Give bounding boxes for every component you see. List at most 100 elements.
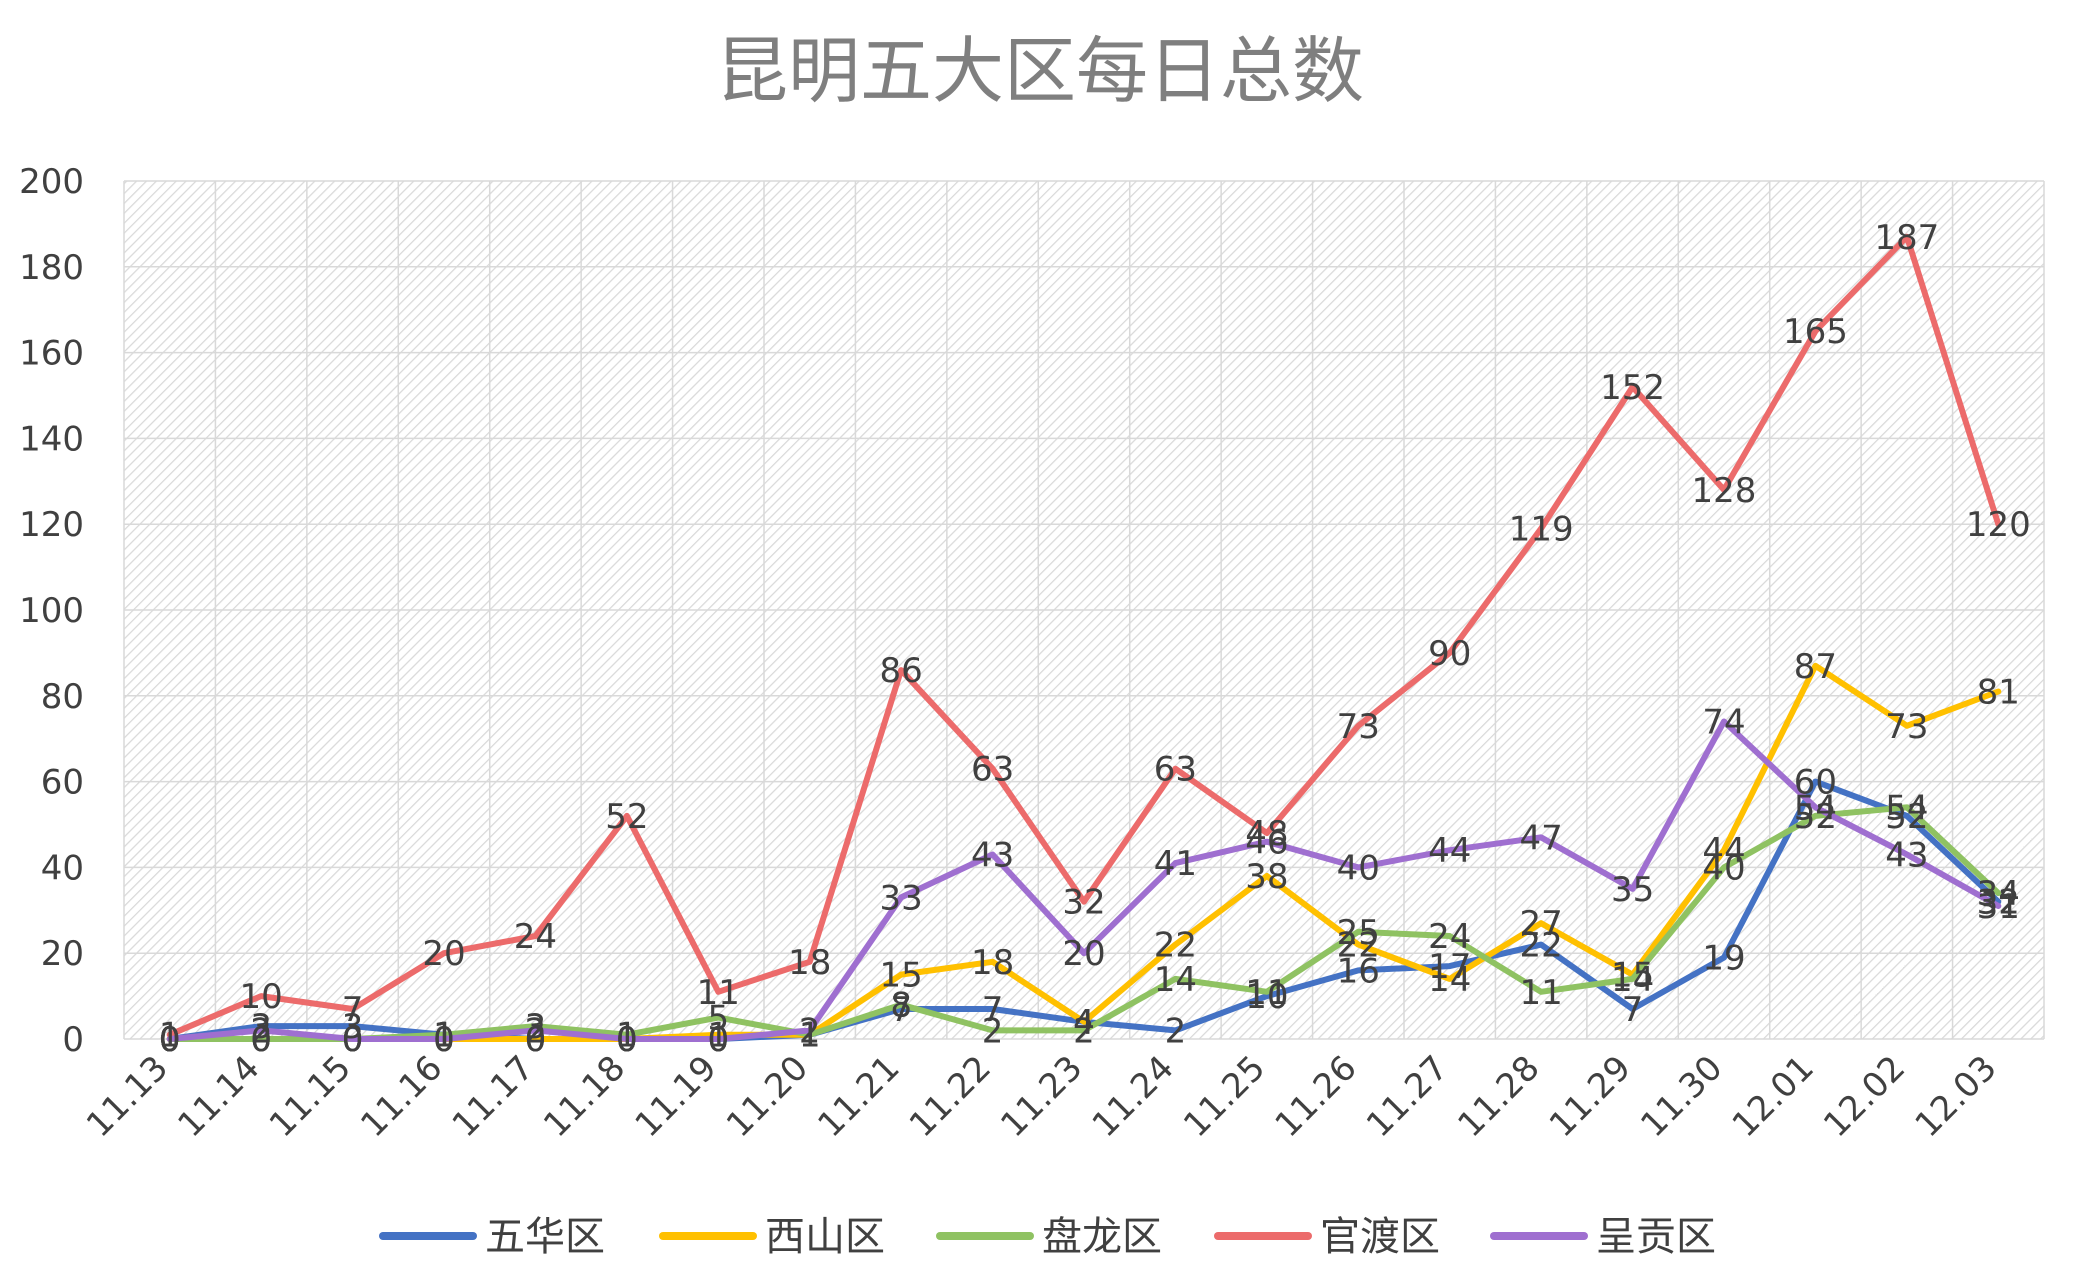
data-label: 22 <box>1337 926 1380 966</box>
data-label: 73 <box>1885 707 1928 747</box>
y-tick-label: 160 <box>19 334 84 374</box>
data-label: 0 <box>525 1020 547 1060</box>
data-label: 0 <box>525 1020 547 1060</box>
series-line <box>166 233 2002 1038</box>
x-tick-label: 11.18 <box>536 1048 633 1145</box>
data-label: 120 <box>1966 505 2031 545</box>
x-tick-label: 12.03 <box>1908 1048 2005 1145</box>
data-label: 14 <box>1154 960 1197 1000</box>
x-tick-label: 11.14 <box>170 1048 267 1145</box>
data-label: 22 <box>1520 926 1563 966</box>
data-label: 2 <box>1073 1011 1095 1051</box>
data-label: 187 <box>1874 218 1939 258</box>
data-label: 73 <box>1337 707 1380 747</box>
data-label: 2 <box>982 1011 1004 1051</box>
data-label: 40 <box>1702 848 1745 888</box>
chart-title: 昆明五大区每日总数 <box>716 29 1364 113</box>
data-label: 63 <box>1154 750 1197 790</box>
data-label: 52 <box>1885 797 1928 837</box>
data-label: 86 <box>880 651 923 691</box>
legend-label: 五华区 <box>485 1214 605 1260</box>
y-tick-label: 180 <box>19 248 84 288</box>
data-label: 33 <box>880 878 923 918</box>
data-label: 22 <box>1154 926 1197 966</box>
x-tick-label: 11.26 <box>1268 1048 1365 1145</box>
data-label: 44 <box>1702 831 1745 871</box>
data-label: 17 <box>1428 947 1471 987</box>
data-label: 48 <box>1245 814 1288 854</box>
data-label: 54 <box>1885 788 1928 828</box>
data-label: 27 <box>1520 904 1563 944</box>
x-tick-label: 12.02 <box>1816 1048 1913 1145</box>
data-label: 8 <box>890 986 912 1026</box>
data-label: 2 <box>525 1011 547 1051</box>
x-tick-label: 11.13 <box>79 1048 176 1145</box>
data-label: 81 <box>1977 673 2020 713</box>
data-label: 10 <box>240 977 283 1017</box>
data-label: 31 <box>1977 887 2020 927</box>
x-tick-label: 11.25 <box>1176 1048 1273 1145</box>
data-label: 74 <box>1702 703 1745 743</box>
data-label: 25 <box>1337 913 1380 953</box>
data-label: 0 <box>616 1020 638 1060</box>
data-label: 128 <box>1692 471 1757 511</box>
x-tick-label: 11.16 <box>353 1048 450 1145</box>
data-label: 44 <box>1428 831 1471 871</box>
y-tick-label: 0 <box>62 1020 84 1060</box>
data-label: 46 <box>1245 823 1288 863</box>
data-label: 1 <box>433 1016 455 1056</box>
data-label: 54 <box>1794 788 1837 828</box>
data-label: 0 <box>159 1020 181 1060</box>
data-label: 24 <box>514 917 557 957</box>
legend: 五华区 西山区 盘龙区 官渡区 呈贡区 <box>379 1214 1716 1260</box>
x-tick-label: 11.23 <box>993 1048 1090 1145</box>
x-tick-label: 11.21 <box>810 1048 907 1145</box>
data-label: 2 <box>799 1011 821 1051</box>
x-tick-label: 11.19 <box>628 1048 725 1145</box>
data-label: 20 <box>422 934 465 974</box>
data-label: 0 <box>250 1020 272 1060</box>
data-label: 43 <box>971 836 1014 876</box>
data-label: 47 <box>1520 818 1563 858</box>
data-label: 52 <box>1794 797 1837 837</box>
x-tick-label: 11.30 <box>1633 1048 1730 1145</box>
legend-label: 官渡区 <box>1320 1214 1440 1260</box>
y-tick-label: 20 <box>41 934 84 974</box>
x-tick-label: 11.17 <box>445 1048 542 1145</box>
data-label: 18 <box>971 943 1014 983</box>
x-tick-label: 11.20 <box>719 1048 816 1145</box>
data-label: 1 <box>616 1016 638 1056</box>
data-label: 0 <box>342 1020 364 1060</box>
data-label: 4 <box>1073 1003 1095 1043</box>
data-label: 3 <box>250 1007 272 1047</box>
data-label: 38 <box>1245 857 1288 897</box>
data-label: 0 <box>616 1020 638 1060</box>
data-label: 7 <box>890 990 912 1030</box>
data-label: 1 <box>159 1016 181 1056</box>
data-label: 41 <box>1154 844 1197 884</box>
y-tick-label: 140 <box>19 419 84 459</box>
data-label: 18 <box>788 943 831 983</box>
data-label: 5 <box>707 999 729 1039</box>
series-lines <box>166 233 2002 1042</box>
data-label: 0 <box>433 1020 455 1060</box>
data-label: 0 <box>707 1020 729 1060</box>
data-label: 60 <box>1794 763 1837 803</box>
y-tick-label: 80 <box>41 677 84 717</box>
x-tick-label: 11.24 <box>1085 1048 1182 1145</box>
data-label: 11 <box>697 973 740 1013</box>
y-tick-label: 40 <box>41 848 84 888</box>
data-label: 87 <box>1794 647 1837 687</box>
data-label: 2 <box>1165 1011 1187 1051</box>
y-tick-label: 60 <box>41 763 84 803</box>
x-tick-label: 11.28 <box>1450 1048 1547 1145</box>
data-label: 11 <box>1245 973 1288 1013</box>
data-label: 32 <box>1977 883 2020 923</box>
legend-label: 盘龙区 <box>1042 1214 1162 1260</box>
data-label: 14 <box>1428 960 1471 1000</box>
data-label: 24 <box>1428 917 1471 957</box>
data-label: 1 <box>799 1016 821 1056</box>
data-label: 52 <box>605 797 648 837</box>
